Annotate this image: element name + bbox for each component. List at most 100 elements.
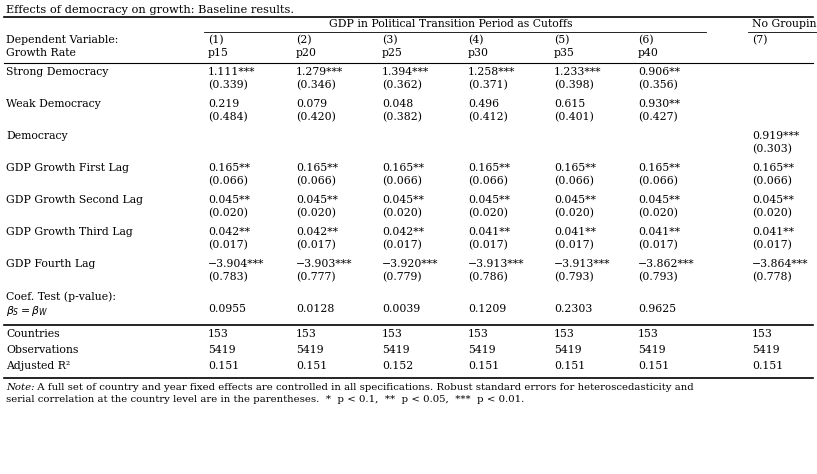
Text: 0.151: 0.151 — [638, 361, 669, 371]
Text: −3.920***: −3.920*** — [382, 259, 439, 269]
Text: −3.904***: −3.904*** — [208, 259, 265, 269]
Text: GDP Growth Second Lag: GDP Growth Second Lag — [6, 195, 143, 205]
Text: (0.362): (0.362) — [382, 80, 422, 91]
Text: 0.165**: 0.165** — [554, 163, 596, 173]
Text: 0.165**: 0.165** — [468, 163, 510, 173]
Text: 0.219: 0.219 — [208, 99, 239, 109]
Text: 153: 153 — [468, 329, 489, 339]
Text: (0.017): (0.017) — [382, 240, 422, 250]
Text: (0.066): (0.066) — [638, 176, 678, 186]
Text: Observations: Observations — [6, 345, 78, 355]
Text: 0.042**: 0.042** — [296, 227, 338, 237]
Text: (0.066): (0.066) — [296, 176, 336, 186]
Text: (0.020): (0.020) — [382, 208, 422, 219]
Text: 1.258***: 1.258*** — [468, 67, 516, 77]
Text: 0.165**: 0.165** — [382, 163, 424, 173]
Text: 0.0128: 0.0128 — [296, 304, 334, 314]
Text: 0.151: 0.151 — [554, 361, 585, 371]
Text: 5419: 5419 — [296, 345, 324, 355]
Text: (0.382): (0.382) — [382, 112, 422, 122]
Text: Dependent Variable:: Dependent Variable: — [6, 35, 118, 45]
Text: (0.066): (0.066) — [382, 176, 422, 186]
Text: (3): (3) — [382, 35, 398, 46]
Text: (0.017): (0.017) — [554, 240, 594, 250]
Text: (0.066): (0.066) — [468, 176, 508, 186]
Text: p20: p20 — [296, 48, 317, 58]
Text: (0.356): (0.356) — [638, 80, 678, 91]
Text: (0.412): (0.412) — [468, 112, 508, 122]
Text: (0.066): (0.066) — [554, 176, 594, 186]
Text: 0.165**: 0.165** — [752, 163, 794, 173]
Text: 0.615: 0.615 — [554, 99, 585, 109]
Text: 0.165**: 0.165** — [296, 163, 338, 173]
Text: (0.398): (0.398) — [554, 80, 594, 91]
Text: 153: 153 — [296, 329, 317, 339]
Text: Effects of democracy on growth: Baseline results.: Effects of democracy on growth: Baseline… — [6, 5, 294, 15]
Text: (6): (6) — [638, 35, 654, 46]
Text: p30: p30 — [468, 48, 489, 58]
Text: (0.020): (0.020) — [638, 208, 678, 219]
Text: GDP Fourth Lag: GDP Fourth Lag — [6, 259, 96, 269]
Text: 0.045**: 0.045** — [752, 195, 794, 205]
Text: (0.779): (0.779) — [382, 272, 422, 283]
Text: −3.913***: −3.913*** — [468, 259, 525, 269]
Text: −3.913***: −3.913*** — [554, 259, 610, 269]
Text: (7): (7) — [752, 35, 767, 46]
Text: Note:: Note: — [6, 383, 34, 392]
Text: Coef. Test (p-value):: Coef. Test (p-value): — [6, 291, 116, 301]
Text: 0.151: 0.151 — [468, 361, 499, 371]
Text: (0.020): (0.020) — [468, 208, 508, 219]
Text: Growth Rate: Growth Rate — [6, 48, 76, 58]
Text: Countries: Countries — [6, 329, 60, 339]
Text: Democracy: Democracy — [6, 131, 68, 141]
Text: 1.394***: 1.394*** — [382, 67, 429, 77]
Text: 1.111***: 1.111*** — [208, 67, 256, 77]
Text: 0.152: 0.152 — [382, 361, 413, 371]
Text: (4): (4) — [468, 35, 484, 46]
Text: (0.020): (0.020) — [554, 208, 594, 219]
Text: 0.151: 0.151 — [752, 361, 784, 371]
Text: (1): (1) — [208, 35, 224, 46]
Text: 0.151: 0.151 — [208, 361, 239, 371]
Text: 0.1209: 0.1209 — [468, 304, 507, 314]
Text: serial correlation at the country level are in the parentheses.  *  p < 0.1,  **: serial correlation at the country level … — [6, 395, 525, 404]
Text: (0.017): (0.017) — [296, 240, 336, 250]
Text: (0.303): (0.303) — [752, 144, 792, 155]
Text: 1.279***: 1.279*** — [296, 67, 343, 77]
Text: 0.165**: 0.165** — [638, 163, 680, 173]
Text: (0.484): (0.484) — [208, 112, 248, 122]
Text: GDP Growth Third Lag: GDP Growth Third Lag — [6, 227, 132, 237]
Text: −3.903***: −3.903*** — [296, 259, 352, 269]
Text: (0.401): (0.401) — [554, 112, 594, 122]
Text: GDP Growth First Lag: GDP Growth First Lag — [6, 163, 129, 173]
Text: 0.041**: 0.041** — [468, 227, 510, 237]
Text: (0.783): (0.783) — [208, 272, 248, 283]
Text: 0.165**: 0.165** — [208, 163, 250, 173]
Text: (2): (2) — [296, 35, 311, 46]
Text: p40: p40 — [638, 48, 659, 58]
Text: Strong Democracy: Strong Democracy — [6, 67, 109, 77]
Text: 0.041**: 0.041** — [554, 227, 596, 237]
Text: (0.020): (0.020) — [208, 208, 248, 219]
Text: (0.339): (0.339) — [208, 80, 248, 91]
Text: (0.793): (0.793) — [554, 272, 594, 283]
Text: 0.048: 0.048 — [382, 99, 413, 109]
Text: 0.906**: 0.906** — [638, 67, 680, 77]
Text: 0.045**: 0.045** — [638, 195, 680, 205]
Text: p15: p15 — [208, 48, 229, 58]
Text: 0.042**: 0.042** — [382, 227, 424, 237]
Text: (0.778): (0.778) — [752, 272, 792, 283]
Text: −3.864***: −3.864*** — [752, 259, 809, 269]
Text: (0.017): (0.017) — [638, 240, 678, 250]
Text: 5419: 5419 — [208, 345, 235, 355]
Text: (0.020): (0.020) — [752, 208, 792, 219]
Text: (0.777): (0.777) — [296, 272, 336, 283]
Text: 0.919***: 0.919*** — [752, 131, 799, 141]
Text: (0.427): (0.427) — [638, 112, 678, 122]
Text: A full set of country and year fixed effects are controlled in all specification: A full set of country and year fixed eff… — [34, 383, 694, 392]
Text: 153: 153 — [638, 329, 659, 339]
Text: 0.0039: 0.0039 — [382, 304, 420, 314]
Text: 153: 153 — [752, 329, 773, 339]
Text: $\beta_S = \beta_W$: $\beta_S = \beta_W$ — [6, 304, 48, 318]
Text: −3.862***: −3.862*** — [638, 259, 694, 269]
